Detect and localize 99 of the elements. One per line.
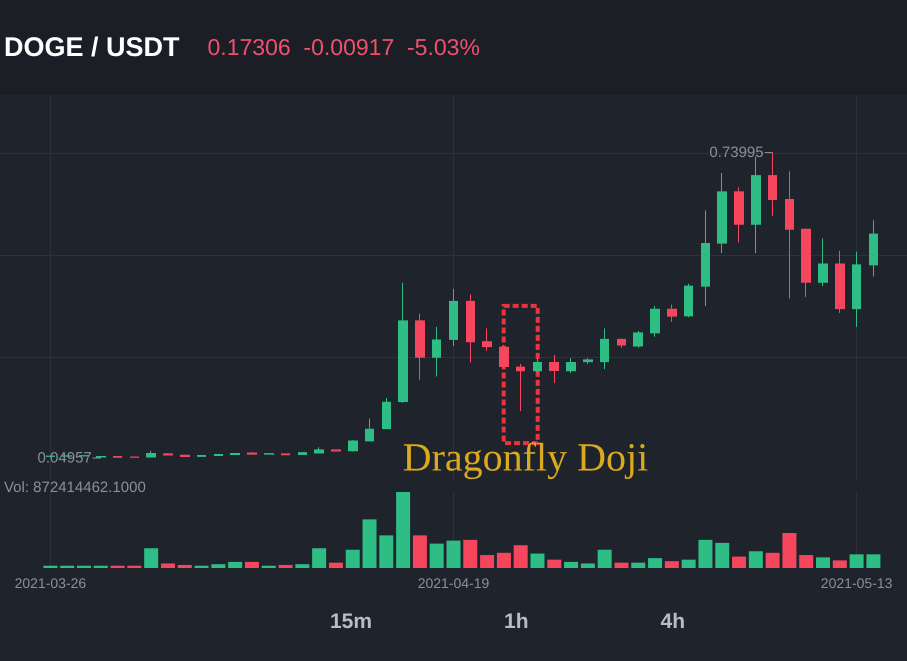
bar <box>530 554 544 568</box>
bar <box>211 564 226 568</box>
candlestick <box>163 452 173 456</box>
candlestick <box>415 313 425 380</box>
bar <box>412 535 427 568</box>
candlestick <box>734 186 744 243</box>
candlestick <box>314 446 324 454</box>
text: 15m <box>330 610 372 634</box>
bar <box>463 540 478 568</box>
bar <box>295 564 310 568</box>
candlestick <box>499 344 509 368</box>
candlestick <box>382 397 391 430</box>
bar <box>631 562 646 568</box>
candlestick <box>785 170 794 300</box>
candlestick <box>566 358 576 374</box>
bar <box>430 544 444 568</box>
bar <box>715 542 730 568</box>
annotation: 0.04957 <box>38 450 92 467</box>
candlestick <box>298 452 307 456</box>
candlestick <box>264 452 274 456</box>
text: 4h <box>660 610 686 634</box>
bar <box>496 552 511 568</box>
bar <box>564 562 578 568</box>
bar <box>614 562 628 568</box>
candlestick <box>751 156 761 254</box>
bar <box>346 550 360 568</box>
annotation: 0.73995 <box>709 144 764 162</box>
bar <box>832 560 847 568</box>
bar <box>228 562 242 568</box>
candlestick <box>79 454 89 458</box>
candlestick <box>617 338 626 348</box>
candlestick <box>835 250 845 314</box>
candlestick <box>466 294 475 364</box>
candlestick <box>146 450 156 458</box>
bar <box>782 533 796 568</box>
bar <box>480 555 494 568</box>
candlestick <box>549 354 559 384</box>
bar <box>816 557 830 568</box>
candlestick <box>583 358 593 364</box>
bar <box>178 564 192 568</box>
candlestick <box>818 238 828 287</box>
bar <box>362 519 377 568</box>
candlestick <box>684 283 693 318</box>
bar <box>698 540 712 568</box>
bar <box>766 552 780 568</box>
candlestick <box>482 328 492 352</box>
bar <box>598 550 612 568</box>
bar <box>244 562 259 568</box>
bar <box>732 556 746 568</box>
bar <box>648 558 662 568</box>
bar <box>160 563 175 568</box>
candlestick <box>516 363 525 412</box>
candlestick <box>717 172 727 254</box>
annotation: Vol: 872414462.1000 <box>4 479 146 496</box>
bar <box>396 492 410 568</box>
candlestick <box>331 448 341 452</box>
bar <box>144 548 158 568</box>
x-tick-label: 2021-03-26 <box>14 575 86 591</box>
candlestick <box>197 454 206 458</box>
candlestick <box>230 452 240 456</box>
bar <box>682 560 696 568</box>
candlestick <box>650 306 660 338</box>
candlestick <box>701 210 710 306</box>
chart-subtitle: 0.17306 -0.00917 -5.03% <box>208 34 480 61</box>
bar <box>850 554 864 568</box>
candlestick <box>633 330 643 348</box>
bar <box>866 554 880 568</box>
bar <box>328 562 343 568</box>
candlestick <box>432 326 441 377</box>
candlestick <box>365 418 374 442</box>
candlestick <box>600 328 609 370</box>
bar <box>799 555 814 568</box>
candlestick <box>449 288 458 346</box>
candlestick <box>801 228 811 298</box>
candlestick <box>398 282 408 404</box>
bar <box>580 563 595 568</box>
bar <box>547 560 562 568</box>
annotation: Dragonfly Doji <box>402 434 648 480</box>
x-tick-label: 2021-05-13 <box>820 575 893 591</box>
candlestick <box>281 452 290 456</box>
candlestick <box>348 440 358 452</box>
bar <box>446 540 460 568</box>
bar <box>312 548 326 568</box>
candlestick <box>247 452 257 456</box>
bar <box>748 551 763 568</box>
x-tick-label: 2021-04-19 <box>418 575 490 591</box>
candlestick <box>113 456 122 458</box>
bar <box>664 561 679 568</box>
candlestick <box>852 251 861 328</box>
candlestick <box>533 358 542 374</box>
candlestick <box>667 304 677 322</box>
candlestick <box>214 454 223 456</box>
candlestick <box>869 220 878 278</box>
chart-title: DOGE / USDT <box>4 32 180 63</box>
bar <box>379 535 394 568</box>
candlestick <box>180 454 190 458</box>
bar <box>514 545 528 568</box>
text: 1h <box>504 610 529 634</box>
bar <box>278 564 293 568</box>
